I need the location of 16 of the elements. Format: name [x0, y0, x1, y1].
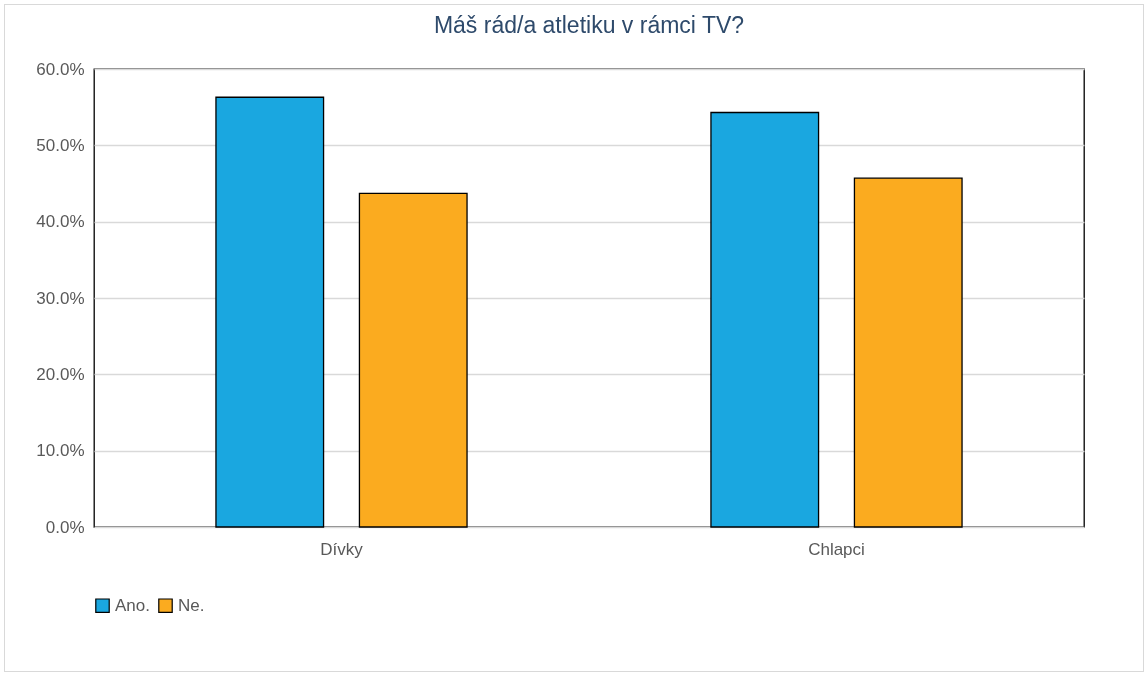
- chart-title: Máš rád/a atletiku v rámci TV?: [433, 12, 745, 38]
- y-tick-label: 30.0%: [36, 288, 85, 308]
- legend-label: Ano.: [115, 595, 150, 615]
- bar: [853, 177, 963, 528]
- bar: [215, 96, 325, 528]
- bar: [710, 111, 820, 528]
- y-tick-label: 20.0%: [36, 364, 85, 384]
- y-tick-label: 0.0%: [45, 517, 85, 537]
- legend-label: Ne.: [178, 595, 205, 615]
- y-tick-label: 40.0%: [36, 212, 85, 232]
- y-tick-label: 60.0%: [36, 59, 85, 79]
- y-tick-label: 50.0%: [36, 135, 85, 155]
- x-tick-label: Chlapci: [808, 539, 865, 559]
- y-tick-label: 10.0%: [36, 441, 85, 461]
- bar: [358, 192, 468, 528]
- x-tick-label: Dívky: [320, 539, 364, 559]
